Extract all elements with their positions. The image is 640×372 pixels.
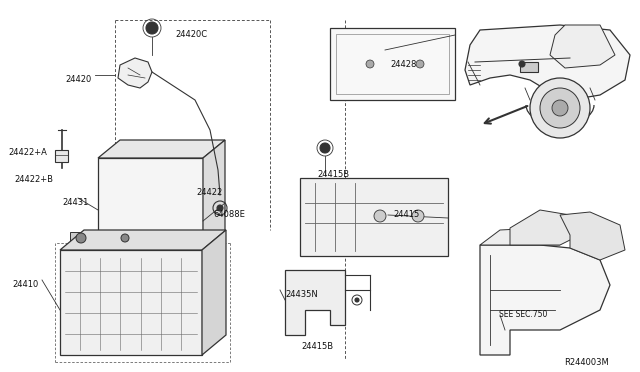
Circle shape xyxy=(146,22,158,34)
Circle shape xyxy=(320,143,330,153)
Circle shape xyxy=(416,60,424,68)
Circle shape xyxy=(540,88,580,128)
Text: 24410: 24410 xyxy=(12,280,38,289)
Circle shape xyxy=(76,233,86,243)
Polygon shape xyxy=(480,245,610,355)
Polygon shape xyxy=(202,230,226,355)
Polygon shape xyxy=(550,25,615,68)
Text: 24435N: 24435N xyxy=(285,290,317,299)
Polygon shape xyxy=(60,250,202,355)
Circle shape xyxy=(530,78,590,138)
Polygon shape xyxy=(98,140,225,158)
Text: 24422: 24422 xyxy=(196,188,222,197)
Text: 64088E: 64088E xyxy=(213,210,245,219)
Text: 24420: 24420 xyxy=(65,75,92,84)
Polygon shape xyxy=(285,270,345,335)
Text: SEE SEC.750: SEE SEC.750 xyxy=(499,310,547,319)
Text: R244003M: R244003M xyxy=(564,358,609,367)
Polygon shape xyxy=(520,62,538,72)
Polygon shape xyxy=(510,210,580,245)
FancyBboxPatch shape xyxy=(115,232,143,244)
Text: 24415B: 24415B xyxy=(317,170,349,179)
Circle shape xyxy=(366,60,374,68)
Circle shape xyxy=(355,298,359,302)
Polygon shape xyxy=(560,212,625,260)
Text: 24420C: 24420C xyxy=(175,30,207,39)
Polygon shape xyxy=(465,25,630,100)
Text: 24415B: 24415B xyxy=(301,342,333,351)
Text: 24415: 24415 xyxy=(393,210,419,219)
Circle shape xyxy=(121,234,129,242)
Circle shape xyxy=(374,210,386,222)
Text: 24422+A: 24422+A xyxy=(8,148,47,157)
Circle shape xyxy=(552,100,568,116)
Polygon shape xyxy=(98,158,203,256)
Text: 24428: 24428 xyxy=(390,60,417,69)
Text: 24422+B: 24422+B xyxy=(14,175,53,184)
Circle shape xyxy=(519,61,525,67)
Circle shape xyxy=(412,210,424,222)
Polygon shape xyxy=(330,28,455,100)
Polygon shape xyxy=(118,58,152,88)
Polygon shape xyxy=(300,178,448,256)
Polygon shape xyxy=(203,140,225,256)
Polygon shape xyxy=(480,228,560,245)
FancyBboxPatch shape xyxy=(70,232,108,244)
Circle shape xyxy=(217,205,223,211)
Polygon shape xyxy=(55,150,68,162)
Text: 24431: 24431 xyxy=(62,198,88,207)
Polygon shape xyxy=(60,230,226,250)
